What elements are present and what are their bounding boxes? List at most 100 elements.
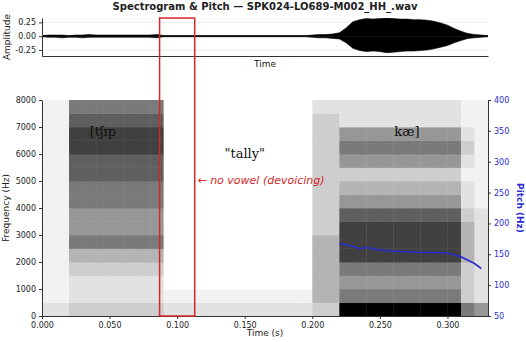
- cell: [123, 127, 137, 141]
- cell: [393, 168, 407, 182]
- waveform: [42, 36, 488, 53]
- cell: [326, 141, 340, 155]
- cell: [272, 303, 286, 317]
- cell: [137, 168, 151, 182]
- cell: [326, 127, 340, 141]
- cell: [42, 195, 56, 209]
- cell: [177, 141, 191, 155]
- tick-mark: [39, 36, 42, 37]
- cell: [150, 195, 164, 209]
- cell: [164, 222, 178, 236]
- cell: [353, 262, 367, 276]
- cell: [83, 262, 97, 276]
- cell: [150, 114, 164, 128]
- cell: [137, 235, 151, 249]
- cell: [137, 208, 151, 222]
- tick-mark: [488, 285, 491, 286]
- tick: 0.00: [18, 32, 42, 41]
- annotation: kæ]: [394, 124, 419, 139]
- cell: [123, 276, 137, 290]
- cell: [393, 141, 407, 155]
- cell: [461, 181, 475, 195]
- tick: 400: [488, 96, 509, 105]
- cell: [393, 100, 407, 114]
- cell: [177, 262, 191, 276]
- cell: [461, 168, 475, 182]
- cell: [258, 262, 272, 276]
- cell: [204, 303, 218, 317]
- cell: [164, 127, 178, 141]
- cell: [339, 114, 353, 128]
- cell: [69, 195, 83, 209]
- cell: [137, 249, 151, 263]
- cell: [191, 154, 205, 168]
- tick-label: 0.000: [31, 321, 54, 330]
- cell: [420, 208, 434, 222]
- tick-mark: [488, 100, 491, 101]
- tick-label: 8000: [16, 96, 36, 105]
- cell: [353, 289, 367, 303]
- tick-label: 0.100: [166, 321, 189, 330]
- tick-mark: [245, 316, 246, 319]
- cell: [380, 168, 394, 182]
- cell: [312, 249, 326, 263]
- cell: [83, 154, 97, 168]
- cell: [393, 222, 407, 236]
- cell: [299, 195, 313, 209]
- tick-label: -0.25: [15, 46, 36, 55]
- tick: -0.25: [15, 46, 42, 55]
- cell: [231, 303, 245, 317]
- cell: [42, 181, 56, 195]
- cell: [312, 100, 326, 114]
- cell: [420, 141, 434, 155]
- cell: [137, 100, 151, 114]
- axis: -0.250.000.25: [15, 18, 42, 56]
- cell: [83, 289, 97, 303]
- cell: [474, 100, 488, 114]
- cell: [434, 262, 448, 276]
- cell: [339, 141, 353, 155]
- cell: [204, 276, 218, 290]
- cell: [326, 195, 340, 209]
- tick-mark: [488, 162, 491, 163]
- cell: [258, 249, 272, 263]
- cell: [110, 154, 124, 168]
- cell: [204, 249, 218, 263]
- cell: [231, 235, 245, 249]
- cell: [245, 235, 259, 249]
- cell: [474, 289, 488, 303]
- cell: [96, 208, 110, 222]
- tick-label: 0.250: [369, 321, 392, 330]
- cell: [272, 235, 286, 249]
- cell: [420, 114, 434, 128]
- tick-mark: [380, 316, 381, 319]
- cell: [339, 127, 353, 141]
- cell: [420, 127, 434, 141]
- cell: [353, 276, 367, 290]
- cell: [272, 289, 286, 303]
- cell: [312, 141, 326, 155]
- cell: [83, 276, 97, 290]
- cell: [150, 181, 164, 195]
- tick: 6000: [16, 150, 42, 159]
- cell: [96, 262, 110, 276]
- cell: [339, 276, 353, 290]
- tick-label: 7000: [16, 123, 36, 132]
- cell: [110, 262, 124, 276]
- cell: [339, 249, 353, 263]
- cell: [299, 262, 313, 276]
- cell: [69, 303, 83, 317]
- cell: [299, 235, 313, 249]
- cell: [272, 208, 286, 222]
- cell: [285, 100, 299, 114]
- axis-line: [43, 316, 489, 317]
- cell: [461, 303, 475, 317]
- cell: [258, 195, 272, 209]
- cell: [191, 127, 205, 141]
- tick-label: 6000: [16, 150, 36, 159]
- cell: [353, 114, 367, 128]
- cell: [312, 195, 326, 209]
- tick: 350: [488, 127, 509, 136]
- cell: [56, 168, 70, 182]
- cell: [110, 276, 124, 290]
